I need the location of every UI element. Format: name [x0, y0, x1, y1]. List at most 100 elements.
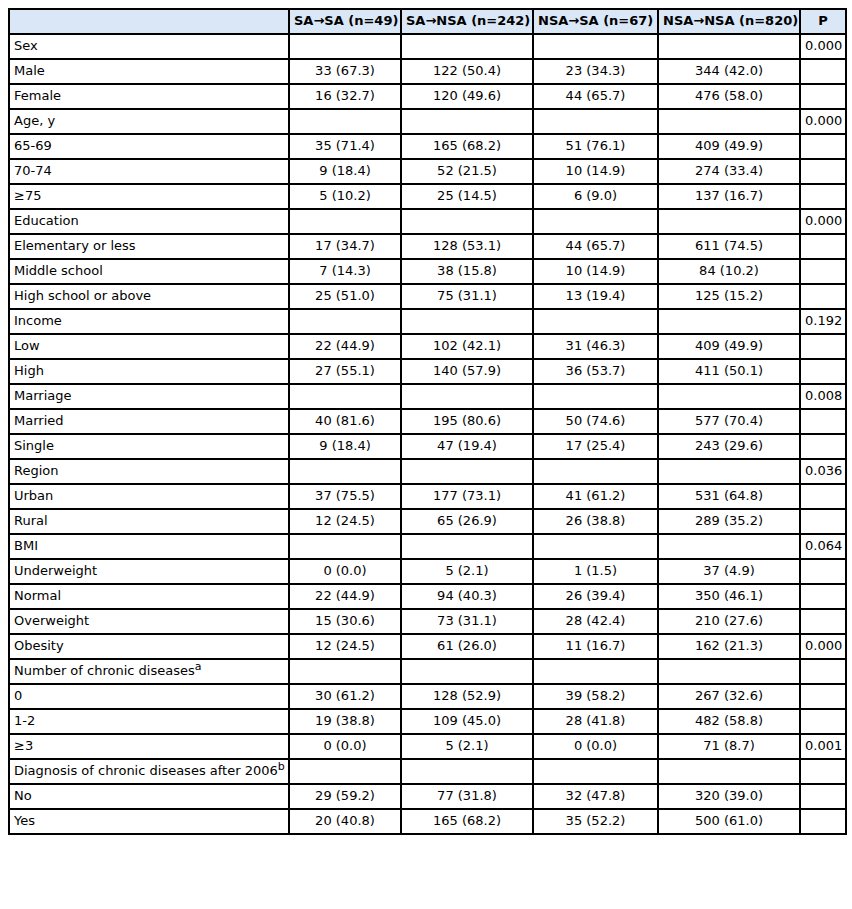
row-label-cell: High school or above	[9, 284, 289, 309]
table-row: Age, y0.000	[9, 109, 846, 134]
cell-value: 128 (53.1)	[401, 234, 533, 259]
p-value-cell	[800, 609, 846, 634]
cell-value: 23 (34.3)	[533, 59, 658, 84]
row-label-cell: Male	[9, 59, 289, 84]
p-value-cell	[800, 334, 846, 359]
table-body: Sex0.000Male33 (67.3)122 (50.4)23 (34.3)…	[9, 34, 846, 834]
cell-value: 71 (8.7)	[658, 734, 800, 759]
cell-value: 611 (74.5)	[658, 234, 800, 259]
row-label-text: ≥3	[14, 738, 33, 753]
table-row: Single9 (18.4)47 (19.4)17 (25.4)243 (29.…	[9, 434, 846, 459]
row-label-text: Middle school	[14, 263, 103, 278]
row-label-text: 65-69	[14, 138, 52, 153]
row-label-text: Age, y	[14, 113, 55, 128]
cell-value: 289 (35.2)	[658, 509, 800, 534]
row-label-text: Income	[14, 313, 62, 328]
p-value-cell	[800, 684, 846, 709]
cell-value: 37 (75.5)	[289, 484, 401, 509]
cell-value: 25 (14.5)	[401, 184, 533, 209]
cell-value: 177 (73.1)	[401, 484, 533, 509]
row-label-cell: Obesity	[9, 634, 289, 659]
cell-value: 9 (18.4)	[289, 159, 401, 184]
cell-value: 20 (40.8)	[289, 809, 401, 834]
cell-value: 409 (49.9)	[658, 334, 800, 359]
row-label-cell: 65-69	[9, 134, 289, 159]
cell-value	[533, 34, 658, 59]
cell-value	[658, 34, 800, 59]
p-value-cell	[800, 359, 846, 384]
row-label-text: Female	[14, 88, 61, 103]
cell-value	[658, 209, 800, 234]
cell-value	[401, 384, 533, 409]
cell-value	[533, 384, 658, 409]
row-label-text: Normal	[14, 588, 61, 603]
cell-value: 40 (81.6)	[289, 409, 401, 434]
footnote-marker: a	[195, 660, 202, 673]
cell-value: 344 (42.0)	[658, 59, 800, 84]
cell-value: 39 (58.2)	[533, 684, 658, 709]
cell-value: 102 (42.1)	[401, 334, 533, 359]
cell-value	[401, 34, 533, 59]
cell-value	[533, 759, 658, 784]
row-label-text: Number of chronic diseases	[14, 663, 195, 678]
table-header: SA→SA (n=49)SA→NSA (n=242)NSA→SA (n=67)N…	[9, 9, 846, 34]
row-label-text: Overweight	[14, 613, 89, 628]
cell-value: 22 (44.9)	[289, 584, 401, 609]
cell-value: 210 (27.6)	[658, 609, 800, 634]
cell-value: 29 (59.2)	[289, 784, 401, 809]
cell-value: 482 (58.8)	[658, 709, 800, 734]
table-row: Underweight0 (0.0)5 (2.1)1 (1.5)37 (4.9)	[9, 559, 846, 584]
p-value-cell: 0.036	[800, 459, 846, 484]
cell-value	[289, 34, 401, 59]
cell-value: 125 (15.2)	[658, 284, 800, 309]
cell-value: 476 (58.0)	[658, 84, 800, 109]
table-row: Sex0.000	[9, 34, 846, 59]
table-row: Yes20 (40.8)165 (68.2)35 (52.2)500 (61.0…	[9, 809, 846, 834]
cell-value	[289, 534, 401, 559]
p-value-cell	[800, 134, 846, 159]
row-label-cell: Income	[9, 309, 289, 334]
row-label-cell: Marriage	[9, 384, 289, 409]
cell-value	[533, 459, 658, 484]
row-label-text: Elementary or less	[14, 238, 136, 253]
column-header: NSA→SA (n=67)	[533, 9, 658, 34]
cell-value: 32 (47.8)	[533, 784, 658, 809]
cell-value: 5 (2.1)	[401, 734, 533, 759]
cell-value: 10 (14.9)	[533, 159, 658, 184]
table-row: ≥755 (10.2)25 (14.5)6 (9.0)137 (16.7)	[9, 184, 846, 209]
row-label-text: High	[14, 363, 44, 378]
p-value-cell	[800, 509, 846, 534]
cell-value	[289, 309, 401, 334]
row-label-cell: No	[9, 784, 289, 809]
row-label-cell: ≥75	[9, 184, 289, 209]
p-value-cell	[800, 434, 846, 459]
p-value-cell	[800, 409, 846, 434]
cell-value: 12 (24.5)	[289, 634, 401, 659]
cell-value: 75 (31.1)	[401, 284, 533, 309]
cell-value	[533, 109, 658, 134]
p-value-cell	[800, 584, 846, 609]
row-label-cell: Single	[9, 434, 289, 459]
p-value-cell	[800, 559, 846, 584]
cell-value: 162 (21.3)	[658, 634, 800, 659]
cell-value: 531 (64.8)	[658, 484, 800, 509]
cell-value: 26 (39.4)	[533, 584, 658, 609]
p-value-cell	[800, 259, 846, 284]
row-label-text: 70-74	[14, 163, 52, 178]
p-value-cell: 0.192	[800, 309, 846, 334]
cell-value: 6 (9.0)	[533, 184, 658, 209]
row-label-text: Region	[14, 463, 59, 478]
cell-value: 137 (16.7)	[658, 184, 800, 209]
cell-value	[289, 209, 401, 234]
cell-value: 0 (0.0)	[289, 559, 401, 584]
row-label-cell: Middle school	[9, 259, 289, 284]
cell-value	[658, 459, 800, 484]
table-row: Female16 (32.7)120 (49.6)44 (65.7)476 (5…	[9, 84, 846, 109]
row-label-text: Rural	[14, 513, 48, 528]
row-label-text: Single	[14, 438, 54, 453]
cell-value: 411 (50.1)	[658, 359, 800, 384]
row-label-cell: Elementary or less	[9, 234, 289, 259]
cell-value: 17 (34.7)	[289, 234, 401, 259]
cell-value	[658, 109, 800, 134]
cell-value: 44 (65.7)	[533, 84, 658, 109]
